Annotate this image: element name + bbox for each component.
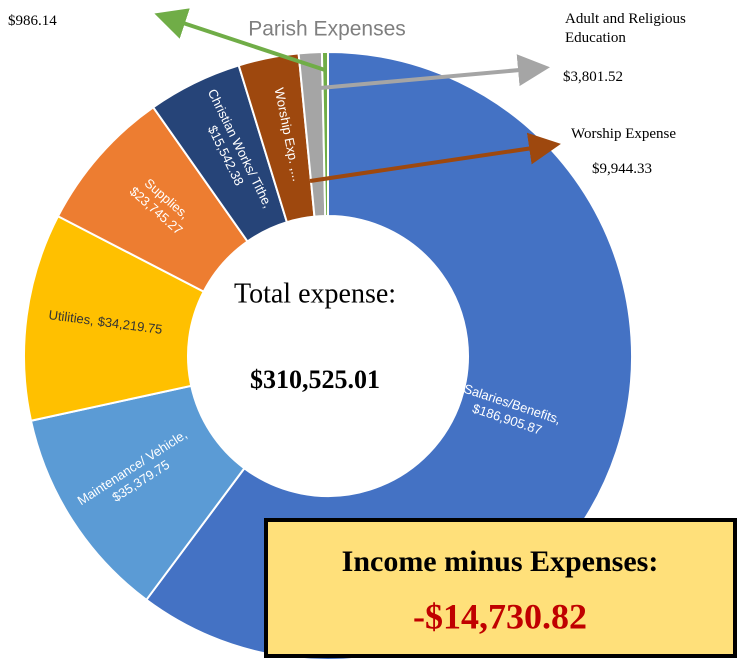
callout-value: $3,801.52: [563, 69, 623, 85]
slice: [23, 214, 206, 422]
slice: [320, 50, 329, 218]
summary-value: -$14,730.82: [413, 596, 587, 636]
callout-value: $9,944.33: [592, 161, 652, 177]
slices: Salaries/Benefits,$186,905.87Maintenance…: [23, 50, 633, 661]
total-label: $310,525.01: [250, 365, 380, 394]
summary-title: Income minus Expenses:: [342, 545, 659, 578]
callout-arrow: [154, 8, 326, 72]
callout-label: Adult and Religious Education: [565, 11, 686, 46]
callout-arrow: [319, 54, 550, 90]
center-label: Total expense:: [234, 278, 396, 309]
slice-category: Utilities,: [48, 307, 95, 328]
callout-arrow: [309, 132, 561, 183]
chart-title: Parish Expenses: [248, 18, 406, 41]
summary-box: [264, 518, 737, 658]
callout-value: $986.14: [8, 13, 57, 29]
callout-label: Worship Expense: [571, 126, 677, 142]
